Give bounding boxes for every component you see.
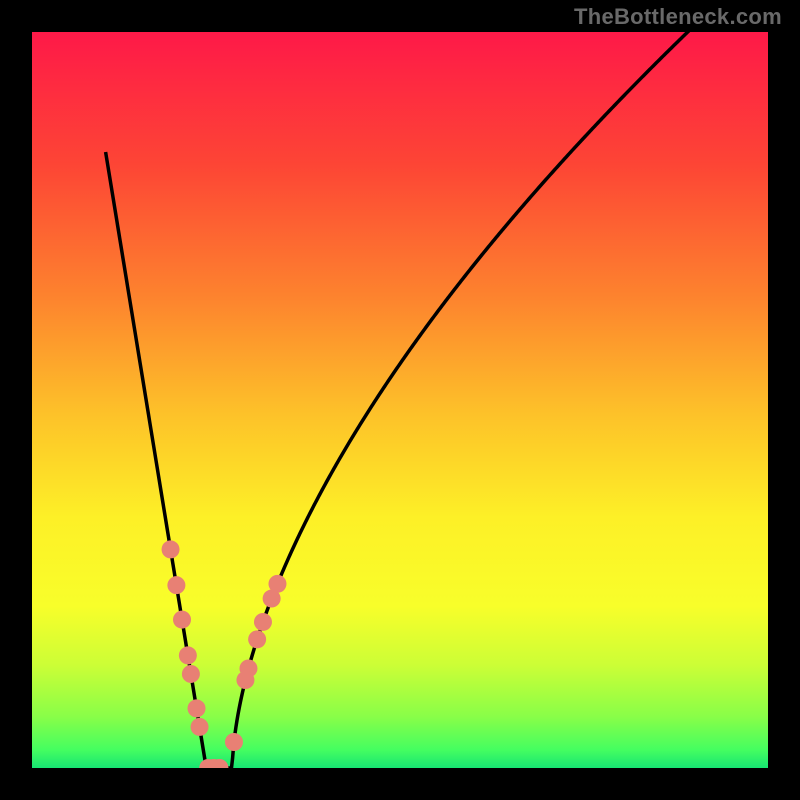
data-point — [248, 630, 266, 648]
bottleneck-curve-chart — [0, 0, 800, 800]
data-point — [254, 613, 272, 631]
watermark-text: TheBottleneck.com — [574, 4, 782, 30]
data-point — [182, 665, 200, 683]
data-point — [162, 540, 180, 558]
data-point — [167, 576, 185, 594]
plot-background — [32, 32, 768, 768]
data-point — [191, 718, 209, 736]
data-point — [239, 659, 257, 677]
data-point — [188, 699, 206, 717]
data-point — [268, 575, 286, 593]
data-point — [173, 611, 191, 629]
data-point — [179, 646, 197, 664]
data-point — [225, 733, 243, 751]
